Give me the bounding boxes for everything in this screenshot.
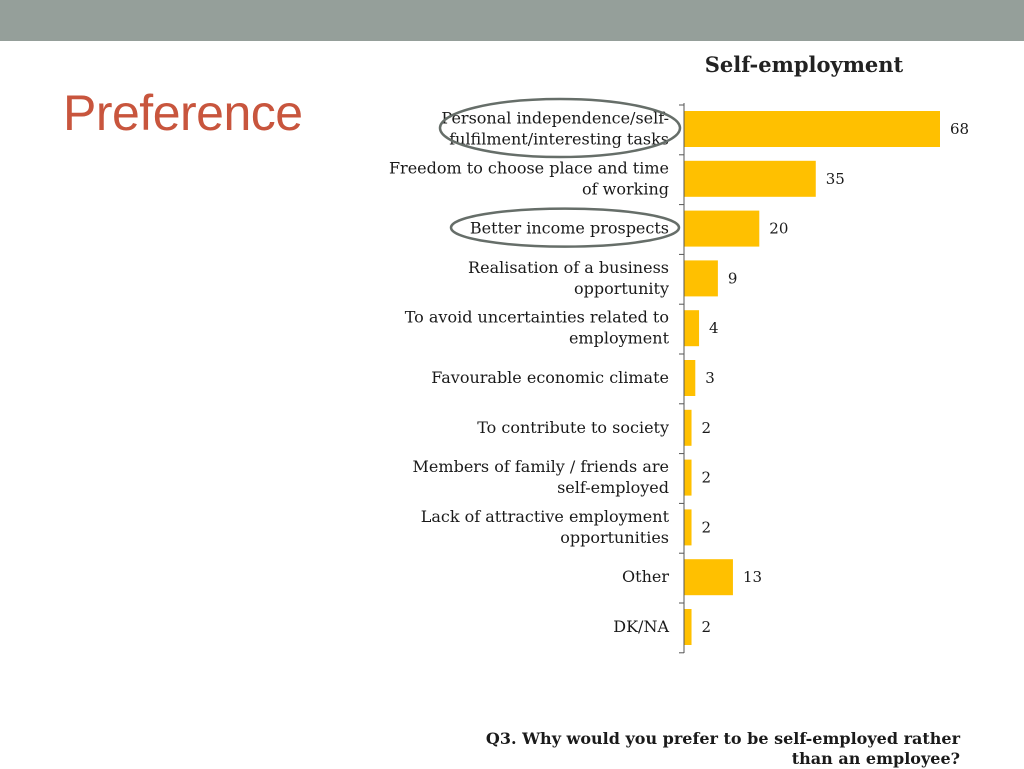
- top-bar: [0, 0, 1024, 41]
- category-label-6-line-0: To contribute to society: [477, 418, 669, 437]
- category-label-4-line-0: To avoid uncertainties related to: [405, 308, 669, 327]
- bar-2: [684, 210, 760, 247]
- category-label-9-line-0: Other: [622, 567, 669, 586]
- category-label-4-line-1: employment: [569, 329, 670, 348]
- category-label-8-line-0: Lack of attractive employment: [421, 507, 670, 526]
- bar-3: [684, 260, 718, 297]
- bar-0: [684, 111, 940, 147]
- bar-9: [684, 559, 733, 596]
- highlight-ellipse-2: [449, 207, 681, 248]
- bar-chart: Self-employment Personal independence/se…: [389, 52, 970, 654]
- category-labels: Personal independence/self-fulfilment/in…: [389, 109, 670, 637]
- bar-10: [684, 609, 692, 645]
- value-label-7: 2: [702, 469, 712, 487]
- value-label-1: 35: [826, 170, 845, 188]
- value-label-8: 2: [702, 518, 712, 536]
- category-label-7-line-1: self-employed: [557, 478, 669, 497]
- bar-6: [684, 409, 692, 446]
- bar-4: [684, 310, 700, 347]
- bar-7: [684, 459, 692, 496]
- value-label-6: 2: [702, 419, 712, 437]
- slide-title: Preference: [63, 85, 303, 141]
- category-label-5-line-0: Favourable economic climate: [431, 368, 669, 387]
- category-label-3-line-0: Realisation of a business: [468, 258, 669, 277]
- value-label-9: 13: [743, 568, 762, 586]
- value-label-0: 68: [950, 120, 969, 138]
- value-label-2: 20: [769, 220, 788, 238]
- category-label-10-line-0: DK/NA: [613, 617, 669, 636]
- category-label-1-line-1: of working: [582, 179, 669, 198]
- highlight-ellipse-0: [438, 97, 682, 159]
- category-label-0-line-1: fulfilment/interesting tasks: [449, 130, 669, 149]
- category-label-0-line-0: Personal independence/self-: [441, 109, 669, 128]
- category-label-7-line-0: Members of family / friends are: [413, 457, 669, 476]
- bars-layer: [684, 111, 940, 645]
- value-label-5: 3: [705, 369, 715, 387]
- category-label-1-line-0: Freedom to choose place and time: [389, 158, 669, 177]
- value-label-10: 2: [702, 618, 712, 636]
- value-labels: 68 35 20 9 4 3 2 2 2 13 2: [702, 120, 970, 636]
- y-axis: [679, 103, 685, 654]
- bar-8: [684, 509, 692, 546]
- category-label-3-line-1: opportunity: [574, 279, 669, 298]
- bar-5: [684, 360, 696, 396]
- category-label-2-line-0: Better income prospects: [470, 219, 669, 238]
- bar-1: [684, 160, 816, 197]
- value-label-4: 4: [709, 319, 719, 337]
- category-label-8-line-1: opportunities: [560, 528, 669, 547]
- question-line-2: than an employee?: [791, 749, 960, 768]
- value-label-3: 9: [728, 269, 738, 287]
- question-caption: Q3. Why would you prefer to be self-empl…: [440, 729, 960, 769]
- chart-title: Self-employment: [705, 52, 904, 77]
- highlight-ellipses: [438, 97, 682, 248]
- question-line-1: Q3. Why would you prefer to be self-empl…: [485, 729, 960, 748]
